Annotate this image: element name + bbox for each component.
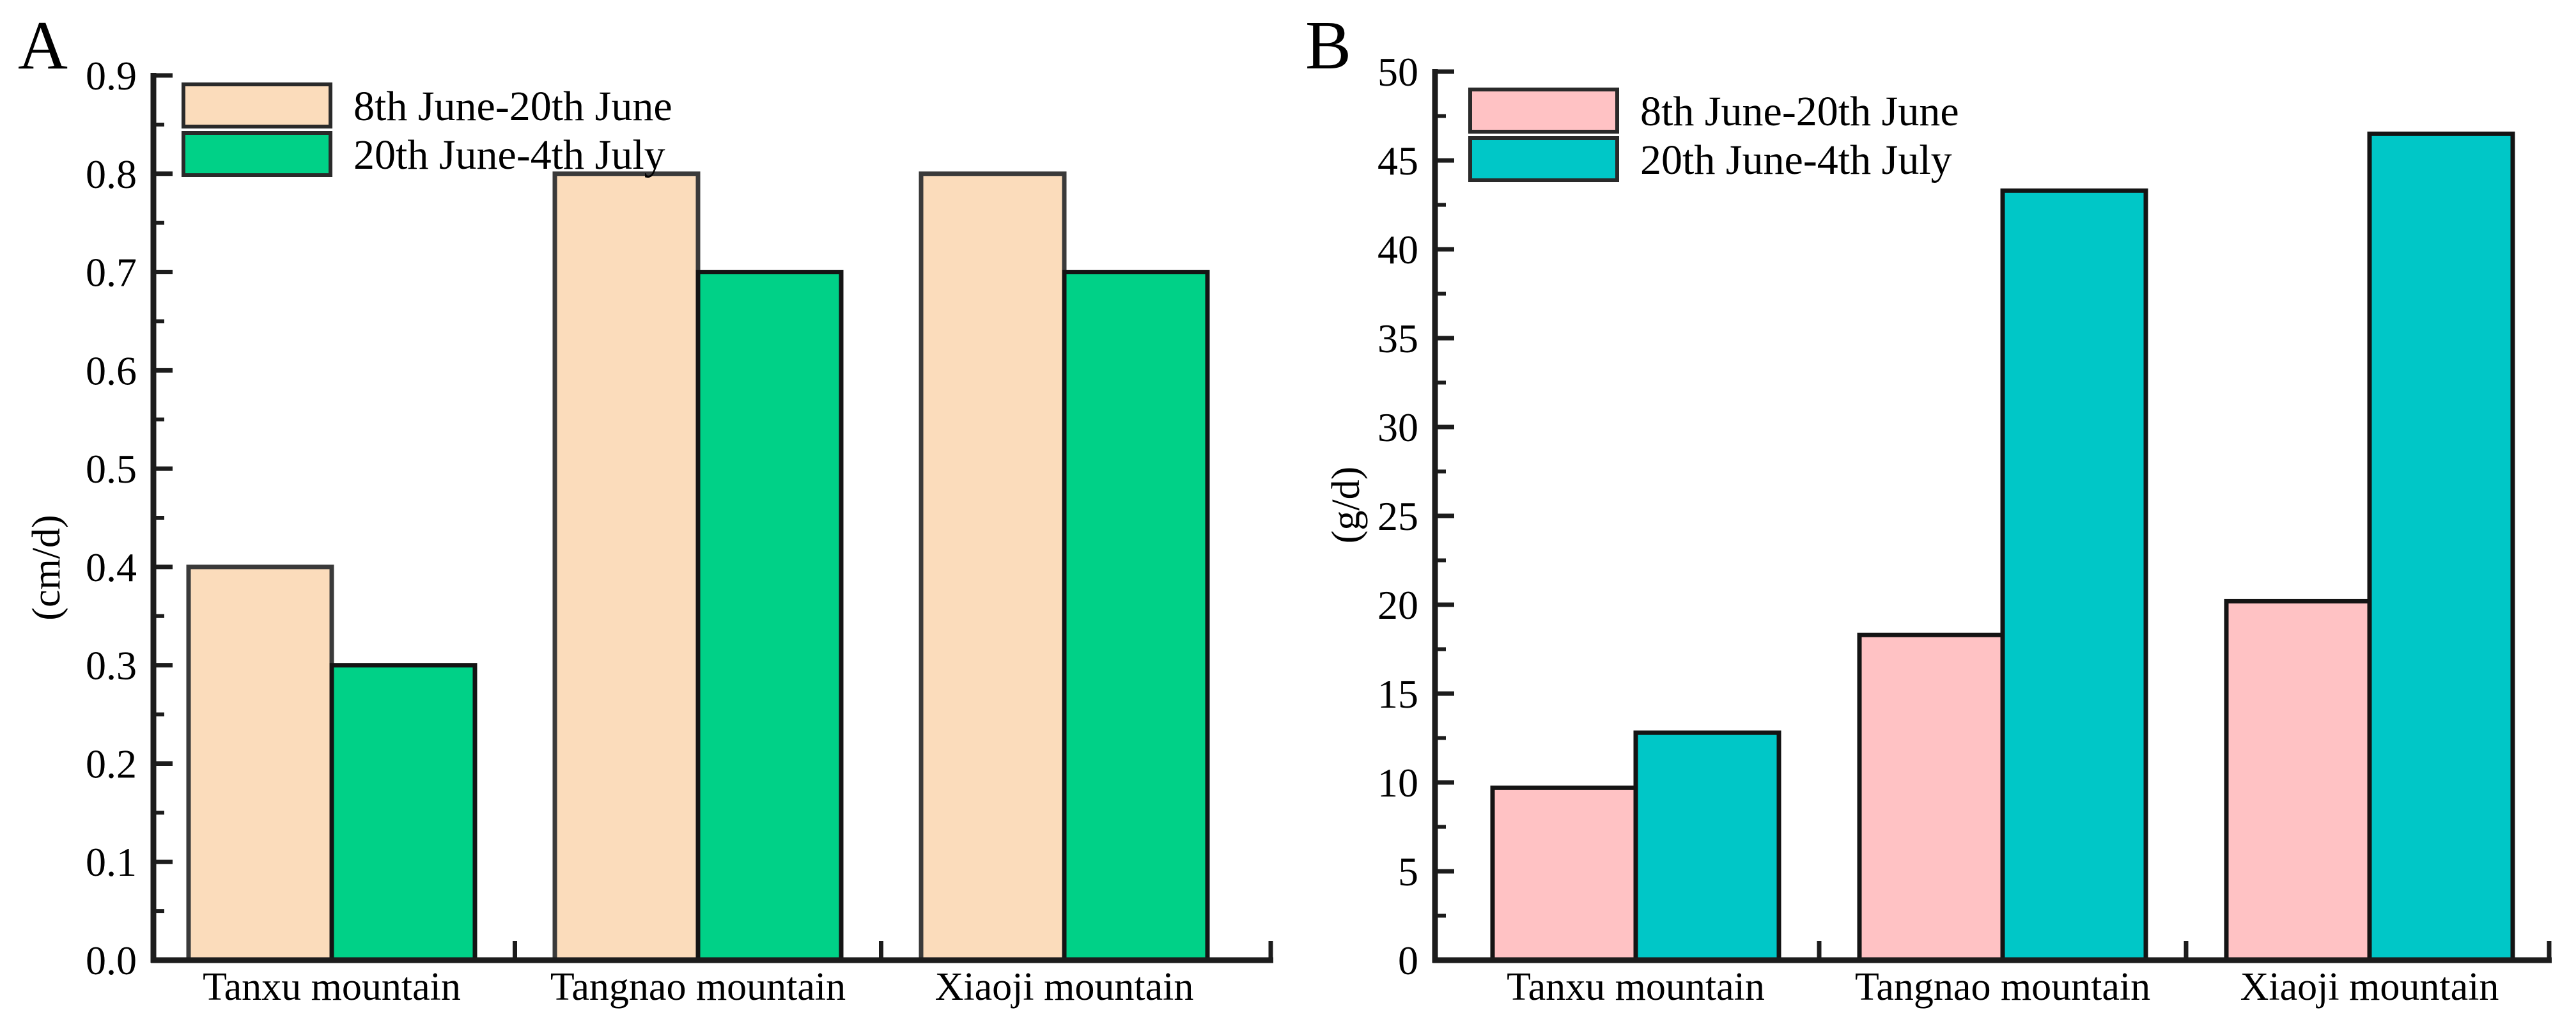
- y-tick-label: 0.5: [86, 446, 137, 492]
- legend-swatch: [182, 131, 332, 177]
- y-axis-title: (cm/d): [25, 515, 68, 620]
- y-tick-label: 50: [1377, 49, 1418, 95]
- panel-B: [1432, 69, 2552, 963]
- y-axis-title: (g/d): [1324, 467, 1368, 544]
- legend-swatch: [1468, 88, 1619, 134]
- bar: [919, 171, 1067, 963]
- y-tick-label: 25: [1377, 494, 1418, 539]
- legend-label: 20th June-4th July: [353, 132, 665, 178]
- panel-A: [150, 73, 1273, 963]
- y-tick-label: 0.1: [86, 839, 137, 885]
- bar: [2000, 188, 2148, 963]
- legend-label: 8th June-20th June: [1640, 88, 1959, 135]
- bar: [552, 171, 701, 963]
- x-category-label: Tangnao mountain: [550, 965, 846, 1009]
- y-tick-label: 35: [1377, 316, 1418, 361]
- panel-label-B: B: [1305, 8, 1352, 84]
- y-tick-label: 0.7: [86, 250, 137, 295]
- legend-swatch: [182, 82, 332, 128]
- x-category-label: Tanxu mountain: [203, 965, 461, 1009]
- legend-label: 8th June-20th June: [353, 83, 672, 130]
- bar: [2367, 131, 2515, 963]
- bar: [2224, 598, 2372, 963]
- bar: [1633, 730, 1781, 963]
- y-tick-label: 40: [1377, 227, 1418, 272]
- y-tick-label: 0.0: [86, 938, 137, 983]
- y-tick-label: 0.2: [86, 741, 137, 786]
- y-tick-label: 15: [1377, 671, 1418, 717]
- x-category-label: Xiaoji mountain: [935, 965, 1194, 1009]
- legend-label: 20th June-4th July: [1640, 137, 1952, 183]
- x-category-label: Tanxu mountain: [1507, 965, 1765, 1009]
- bar: [186, 564, 334, 963]
- y-tick-label: 0: [1398, 938, 1418, 983]
- bar: [329, 663, 477, 963]
- y-tick-label: 45: [1377, 138, 1418, 183]
- bar: [1490, 785, 1638, 963]
- x-category-label: Xiaoji mountain: [2240, 965, 2499, 1009]
- y-tick-label: 5: [1398, 849, 1418, 894]
- x-category-label: Tangnao mountain: [1855, 965, 2150, 1009]
- y-tick-label: 20: [1377, 582, 1418, 628]
- y-tick-label: 0.6: [86, 348, 137, 393]
- y-tick-label: 0.4: [86, 545, 137, 590]
- y-tick-label: 0.8: [86, 152, 137, 197]
- bar: [1062, 270, 1210, 963]
- panel-label-A: A: [18, 8, 68, 84]
- bar: [695, 270, 844, 963]
- bar: [1857, 632, 2005, 963]
- y-tick-label: 30: [1377, 405, 1418, 450]
- y-tick-label: 10: [1377, 760, 1418, 805]
- legend-swatch: [1468, 136, 1619, 182]
- y-tick-label: 0.3: [86, 643, 137, 688]
- y-tick-label: 0.9: [86, 53, 137, 98]
